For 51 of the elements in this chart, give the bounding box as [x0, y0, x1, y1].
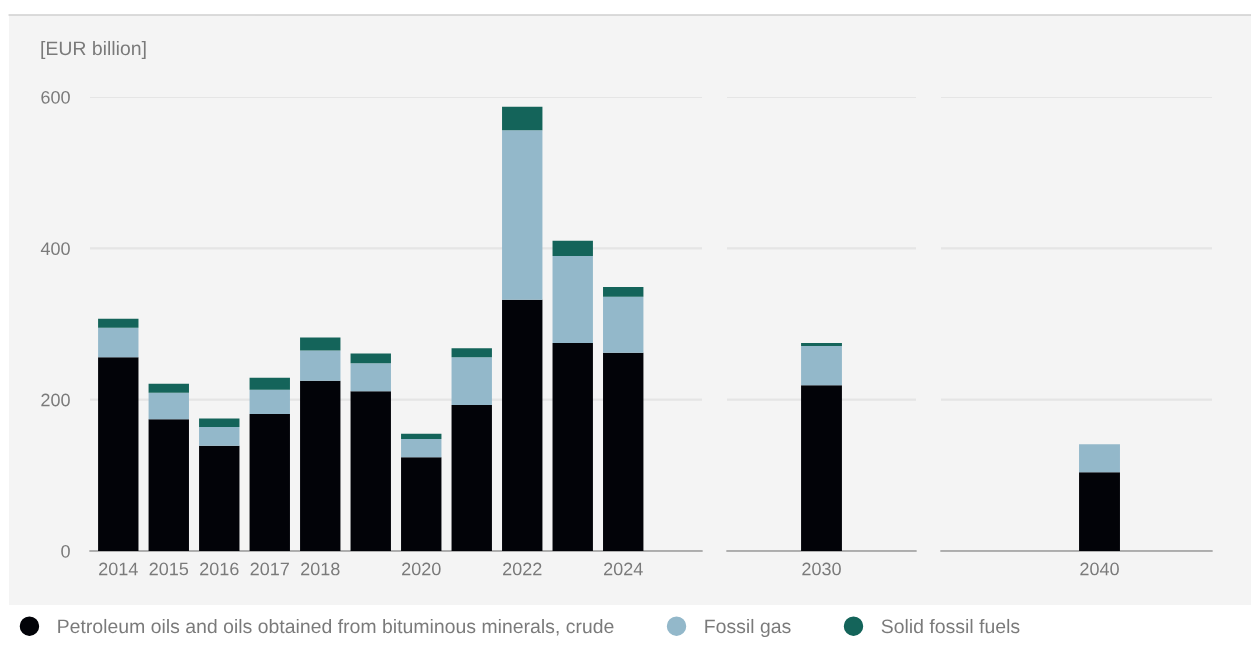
legend-label: Petroleum oils and oils obtained from bituminous minerals, crude [58, 618, 614, 636]
x-tick-label: 2020 [402, 562, 441, 576]
bar [300, 380, 341, 551]
x-tick-label: 2022 [503, 562, 542, 576]
bar [350, 391, 391, 551]
bar [451, 357, 492, 405]
y-tick-label: 200 [41, 393, 70, 407]
bar [502, 130, 543, 300]
bar [199, 426, 240, 446]
bar [249, 414, 290, 551]
x-tick-label: 2024 [604, 562, 643, 576]
bar [98, 318, 139, 328]
bar [603, 352, 644, 551]
y-tick-label: 600 [41, 90, 70, 104]
bar [451, 404, 492, 551]
bar [199, 418, 240, 427]
bar [249, 389, 290, 415]
y-tick-label: 0 [61, 544, 70, 558]
x-tick-label: 2014 [99, 562, 138, 576]
x-tick-label: 2017 [250, 562, 289, 576]
bar [148, 392, 189, 420]
bar [552, 342, 593, 551]
bar [552, 240, 593, 256]
x-tick-label: 2018 [301, 562, 340, 576]
bar [451, 348, 492, 358]
bar [300, 350, 341, 381]
bar [350, 363, 391, 392]
legend-label: Solid fossil fuels [881, 618, 1020, 634]
bar [98, 327, 139, 358]
bar [148, 383, 189, 393]
bar [300, 337, 341, 351]
bar [603, 286, 644, 297]
x-tick-label: 2030 [802, 562, 841, 576]
x-tick-label: 2040 [1080, 562, 1119, 576]
bar [603, 296, 644, 353]
bar [401, 433, 442, 440]
bar [401, 457, 442, 551]
bar [249, 377, 290, 390]
bar [401, 439, 442, 458]
bar [199, 445, 240, 551]
x-tick-label: 2015 [149, 562, 189, 576]
x-tick-label: 2016 [200, 562, 239, 576]
bar [98, 357, 139, 551]
bar [502, 299, 543, 551]
bar [148, 419, 189, 551]
y-axis-title: [EUR billion] [41, 40, 146, 60]
bar [502, 106, 543, 131]
legend-label: Fossil gas [705, 618, 791, 638]
bar [350, 353, 391, 364]
bar [552, 255, 593, 343]
y-tick-label: 400 [40, 242, 70, 256]
